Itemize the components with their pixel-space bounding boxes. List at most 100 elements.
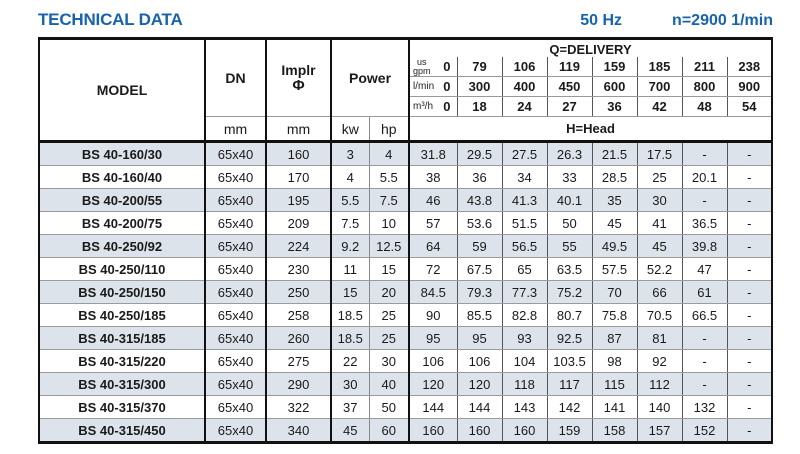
power-hp-cell: 40 xyxy=(369,372,411,396)
head-value-cell: 159 xyxy=(547,418,593,443)
delivery-value: 48 xyxy=(682,96,728,117)
head-value-cell: 143 xyxy=(502,395,548,419)
table-row: BS 40-200/75 65x40 209 7.5 10 57 53.6 51… xyxy=(39,211,772,235)
impeller-diameter-cell: 275 xyxy=(266,349,332,373)
power-kw-cell: 3 xyxy=(331,141,370,166)
head-value-cell: 45 xyxy=(592,211,638,235)
head-section-label: H=Head xyxy=(409,116,772,143)
model-cell: BS 40-160/30 xyxy=(39,141,206,166)
head-value-cell: 152 xyxy=(682,418,728,443)
kw-unit-label: kw xyxy=(331,116,370,143)
table-row: BS 40-200/55 65x40 195 5.5 7.5 46 43.8 4… xyxy=(39,188,772,212)
table-row: BS 40-250/150 65x40 250 15 20 84.5 79.3 … xyxy=(39,280,772,304)
delivery-value: 400 xyxy=(502,76,548,97)
head-value-cell: 82.8 xyxy=(502,303,548,327)
delivery-value: 18 xyxy=(457,96,503,117)
model-cell: BS 40-250/110 xyxy=(39,257,206,281)
head-value-cell: - xyxy=(682,188,728,212)
dn-cell: 65x40 xyxy=(205,141,267,166)
head-value-cell: 33 xyxy=(547,165,593,189)
power-kw-cell: 37 xyxy=(331,395,370,419)
delivery-row-m3h: m³/h 0 18 24 27 36 42 48 54 xyxy=(39,96,772,117)
head-value-cell: - xyxy=(727,372,772,396)
head-value-cell: 90 xyxy=(409,303,458,327)
model-cell: BS 40-315/220 xyxy=(39,349,206,373)
power-hp-cell: 20 xyxy=(369,280,411,304)
head-value-cell: 75.2 xyxy=(547,280,593,304)
delivery-value: 42 xyxy=(637,96,683,117)
head-value-cell: 49.5 xyxy=(592,234,638,258)
head-value-cell: 41 xyxy=(637,211,683,235)
head-value-cell: 132 xyxy=(682,395,728,419)
head-value-cell: 66 xyxy=(637,280,683,304)
impeller-diameter-cell: 258 xyxy=(266,303,332,327)
head-value-cell: - xyxy=(727,395,772,419)
impeller-diameter-cell: 250 xyxy=(266,280,332,304)
delivery-row-usgpm: us gpm 0 79 106 119 159 185 211 238 xyxy=(39,57,772,77)
power-hp-cell: 25 xyxy=(369,303,411,327)
power-hp-cell: 7.5 xyxy=(369,188,411,212)
head-value-cell: - xyxy=(727,188,772,212)
dn-cell: 65x40 xyxy=(205,418,267,443)
power-hp-cell: 10 xyxy=(369,211,411,235)
delivery-header: Q=DELIVERY xyxy=(549,42,632,57)
delivery-value: 700 xyxy=(637,76,683,97)
head-value-cell: 120 xyxy=(409,372,458,396)
phi-symbol: Φ xyxy=(292,76,305,94)
head-value-cell: 112 xyxy=(637,372,683,396)
delivery-value: 79 xyxy=(457,57,503,77)
head-value-cell: 21.5 xyxy=(592,141,638,166)
head-value-cell: - xyxy=(727,303,772,327)
head-value-cell: - xyxy=(727,165,772,189)
delivery-value: 800 xyxy=(682,76,728,97)
delivery-value: 54 xyxy=(727,96,772,117)
impeller-diameter-cell: 209 xyxy=(266,211,332,235)
head-value-cell: 36 xyxy=(457,165,503,189)
head-value-cell: 115 xyxy=(592,372,638,396)
table-row: BS 40-160/40 65x40 170 4 5.5 38 36 34 33… xyxy=(39,165,772,189)
head-value-cell: 106 xyxy=(457,349,503,373)
table-row: BS 40-160/30 65x40 160 3 4 31.8 29.5 27.… xyxy=(39,141,772,166)
head-value-cell: 55 xyxy=(547,234,593,258)
impeller-diameter-cell: 195 xyxy=(266,188,332,212)
head-value-cell: 92 xyxy=(637,349,683,373)
dn-cell: 65x40 xyxy=(205,234,267,258)
head-value-cell: 81 xyxy=(637,326,683,350)
delivery-value: 27 xyxy=(547,96,593,117)
head-value-cell: - xyxy=(727,280,772,304)
head-value-cell: 38 xyxy=(409,165,458,189)
head-value-cell: 144 xyxy=(409,395,458,419)
column-header-impeller: Implr Φ xyxy=(266,38,332,117)
head-value-cell: 52.2 xyxy=(637,257,683,281)
impeller-diameter-cell: 230 xyxy=(266,257,332,281)
model-cell: BS 40-315/300 xyxy=(39,372,206,396)
head-value-cell: 93 xyxy=(502,326,548,350)
head-value-cell: 84.5 xyxy=(409,280,458,304)
head-value-cell: 39.8 xyxy=(682,234,728,258)
head-value-cell: 144 xyxy=(457,395,503,419)
dn-cell: 65x40 xyxy=(205,257,267,281)
dn-cell: 65x40 xyxy=(205,349,267,373)
head-value-cell: 157 xyxy=(637,418,683,443)
table-body: BS 40-160/30 65x40 160 3 4 31.8 29.5 27.… xyxy=(39,141,772,443)
head-value-cell: 57 xyxy=(409,211,458,235)
page-header: TECHNICAL DATA 50 Hz n=2900 1/min xyxy=(38,10,773,30)
head-value-cell: 17.5 xyxy=(637,141,683,166)
head-value-cell: 106 xyxy=(409,349,458,373)
power-kw-cell: 15 xyxy=(331,280,370,304)
power-hp-cell: 30 xyxy=(369,349,411,373)
power-hp-cell: 5.5 xyxy=(369,165,411,189)
power-kw-cell: 5.5 xyxy=(331,188,370,212)
head-value-cell: - xyxy=(727,349,772,373)
power-hp-cell: 50 xyxy=(369,395,411,419)
impeller-diameter-cell: 170 xyxy=(266,165,332,189)
impeller-diameter-cell: 160 xyxy=(266,141,332,166)
head-value-cell: 29.5 xyxy=(457,141,503,166)
head-value-cell: 46 xyxy=(409,188,458,212)
speed-label: n=2900 1/min xyxy=(672,12,773,29)
delivery-value: 0 xyxy=(443,99,451,114)
column-header-dn: DN xyxy=(205,38,267,117)
technical-data-table: MODEL DN Implr Φ Power Q=DELIVERY us gpm… xyxy=(38,37,773,444)
head-value-cell: 142 xyxy=(547,395,593,419)
impeller-diameter-cell: 290 xyxy=(266,372,332,396)
